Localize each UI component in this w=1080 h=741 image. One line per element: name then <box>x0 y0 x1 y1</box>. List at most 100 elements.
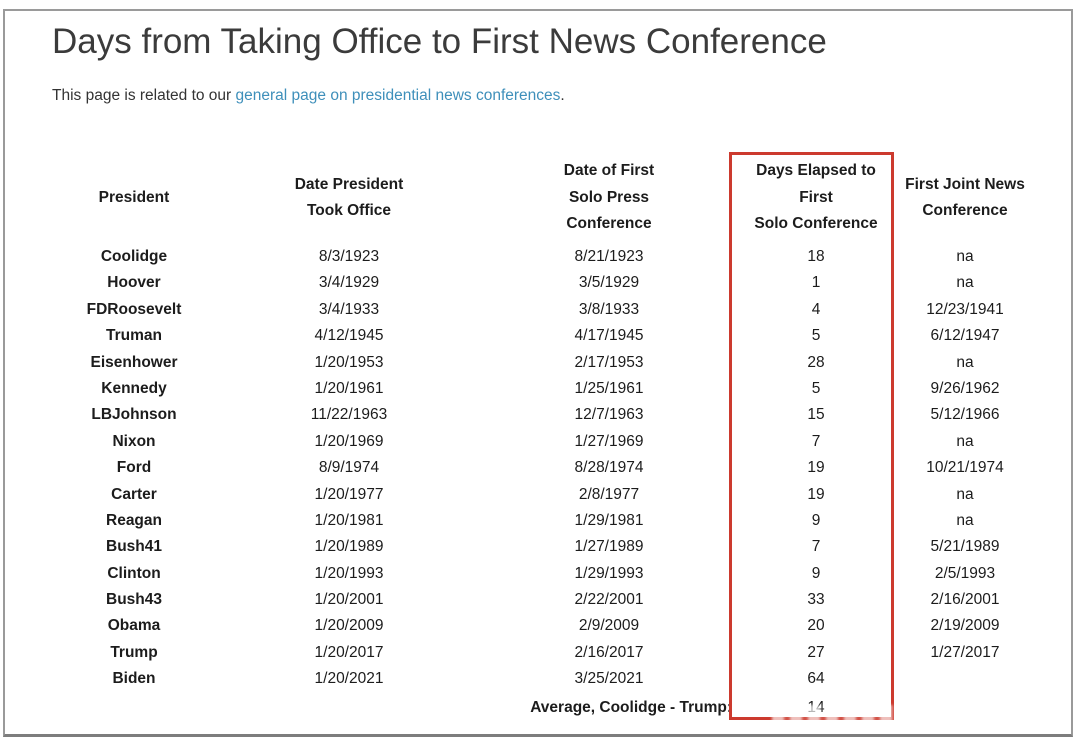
first-joint-date: na <box>956 274 974 292</box>
first-solo-date: 8/21/1923 <box>574 248 644 265</box>
table-row: Trump 1/20/2017 2/16/2017 27 1/27/2017 <box>0 640 1080 666</box>
days-elapsed-value: 15 <box>807 406 825 424</box>
first-joint-date: 6/12/1947 <box>930 327 1000 345</box>
first-solo-date-link[interactable]: 1/27/1969 <box>574 432 644 450</box>
first-solo-date-link[interactable]: 2/8/1977 <box>578 485 640 503</box>
news-conference-table: President Date President Took Office Dat… <box>0 152 1080 721</box>
average-value: 14 <box>807 698 825 716</box>
table-row: Hoover 3/4/1929 3/5/1929 1 na <box>0 270 1080 296</box>
table-row: Ford 8/9/1974 8/28/1974 19 10/21/1974 <box>0 455 1080 481</box>
took-office-date: 1/20/1969 <box>314 432 384 450</box>
first-joint-date: na <box>956 432 974 450</box>
first-solo-date-link[interactable]: 2/17/1953 <box>574 353 644 371</box>
first-joint-date: na <box>956 511 974 529</box>
table-row: Eisenhower 1/20/1953 2/17/1953 28 na <box>0 350 1080 376</box>
took-office-date: 8/3/1923 <box>318 248 380 265</box>
table-row: Obama 1/20/2009 2/9/2009 20 2/19/2009 <box>0 613 1080 639</box>
table-row: Coolidge 8/3/1923 8/21/1923 18 na <box>0 244 1080 270</box>
president-name: Ford <box>116 459 152 477</box>
president-name: Bush41 <box>106 538 162 556</box>
first-solo-date-link[interactable]: 1/25/1961 <box>574 379 644 397</box>
took-office-date: 1/20/1977 <box>314 485 384 503</box>
days-elapsed-value: 27 <box>807 643 825 661</box>
days-elapsed-value: 7 <box>811 432 821 450</box>
first-solo-date-link[interactable]: 1/27/1989 <box>574 538 644 556</box>
took-office-date: 1/20/2009 <box>314 617 384 635</box>
col-header-first-joint: First Joint News Conference <box>905 175 1025 220</box>
took-office-date: 11/22/1963 <box>310 406 388 424</box>
col-header-days-elapsed: Days Elapsed to First Solo Conference <box>754 162 878 233</box>
took-office-date: 4/12/1945 <box>314 327 384 345</box>
table-row: Kennedy 1/20/1961 1/25/1961 5 9/26/1962 <box>0 376 1080 402</box>
first-solo-date-link[interactable]: 3/5/1929 <box>578 274 640 292</box>
days-elapsed-value: 7 <box>811 538 821 556</box>
first-joint-date: 12/23/1941 <box>926 300 1004 318</box>
president-name: Trump <box>110 643 158 661</box>
first-solo-date-link[interactable]: 1/29/1993 <box>574 564 644 582</box>
first-solo-date-link[interactable]: 3/8/1933 <box>578 300 640 318</box>
days-elapsed-value: 20 <box>807 617 825 635</box>
col-header-president: President <box>98 188 170 206</box>
took-office-date: 1/20/2021 <box>314 670 384 688</box>
days-elapsed-value: 5 <box>811 327 821 345</box>
took-office-date: 3/4/1933 <box>318 300 380 318</box>
took-office-date: 1/20/1989 <box>314 538 384 556</box>
table-row: Truman 4/12/1945 4/17/1945 5 6/12/1947 <box>0 323 1080 349</box>
average-row: Average, Coolidge - Trump: 14 <box>0 694 1080 721</box>
took-office-date: 8/9/1974 <box>318 459 380 477</box>
intro-prefix: This page is related to our <box>52 87 236 104</box>
took-office-date: 1/20/1953 <box>314 353 384 371</box>
took-office-date: 3/4/1929 <box>318 274 380 292</box>
days-elapsed-value: 19 <box>807 485 825 503</box>
president-name: Clinton <box>107 564 161 582</box>
president-name: Coolidge <box>100 248 168 265</box>
president-name: Hoover <box>107 274 161 292</box>
intro-suffix: . <box>560 87 565 104</box>
table-row: LBJohnson 11/22/1963 12/7/1963 15 5/12/1… <box>0 402 1080 428</box>
first-solo-date-link[interactable]: 8/28/1974 <box>574 459 644 477</box>
first-solo-date-link[interactable]: 2/22/2001 <box>574 591 644 609</box>
first-solo-date-link[interactable]: 2/9/2009 <box>578 617 640 635</box>
president-name: Carter <box>111 485 157 503</box>
first-joint-date: 1/27/2017 <box>930 643 1000 661</box>
table-row: Bush43 1/20/2001 2/22/2001 33 2/16/2001 <box>0 587 1080 613</box>
first-joint-date: 2/19/2009 <box>930 617 1000 635</box>
days-elapsed-value: 19 <box>807 459 825 477</box>
col-header-took-office: Date President Took Office <box>294 175 404 220</box>
first-joint-date: 5/12/1966 <box>930 406 1000 424</box>
first-joint-date: 2/5/1993 <box>934 564 996 582</box>
president-name: Eisenhower <box>90 353 178 371</box>
table-body: Coolidge 8/3/1923 8/21/1923 18 na Hoover… <box>0 244 1080 693</box>
first-joint-date: 5/21/1989 <box>930 538 1000 556</box>
days-elapsed-value: 9 <box>811 511 821 529</box>
took-office-date: 1/20/2001 <box>314 591 384 609</box>
president-name: Nixon <box>112 432 156 450</box>
days-elapsed-value: 9 <box>811 564 821 582</box>
table-row: Clinton 1/20/1993 1/29/1993 9 2/5/1993 <box>0 561 1080 587</box>
days-elapsed-value: 5 <box>811 379 821 397</box>
days-elapsed-value: 1 <box>811 274 821 292</box>
took-office-date: 1/20/1993 <box>314 564 384 582</box>
general-page-link[interactable]: general page on presidential news confer… <box>235 87 561 104</box>
president-name: Kennedy <box>101 379 167 397</box>
first-joint-date: na <box>956 485 974 503</box>
table-row: Nixon 1/20/1969 1/27/1969 7 na <box>0 429 1080 455</box>
first-solo-date-link[interactable]: 2/16/2017 <box>574 643 644 661</box>
days-elapsed-value: 18 <box>807 248 825 265</box>
first-joint-date: 10/21/1974 <box>926 459 1004 477</box>
first-solo-date-link[interactable]: 12/7/1963 <box>574 406 644 424</box>
table-row: Bush41 1/20/1989 1/27/1989 7 5/21/1989 <box>0 534 1080 560</box>
president-name: Reagan <box>106 511 162 529</box>
first-solo-date: 3/25/2021 <box>574 670 644 688</box>
table-row: Reagan 1/20/1981 1/29/1981 9 na <box>0 508 1080 534</box>
table-row: Carter 1/20/1977 2/8/1977 19 na <box>0 482 1080 508</box>
first-solo-date-link[interactable]: 1/29/1981 <box>574 511 644 529</box>
took-office-date: 1/20/2017 <box>314 643 384 661</box>
first-solo-date-link[interactable]: 4/17/1945 <box>574 327 644 345</box>
president-name: FDRoosevelt <box>86 300 182 318</box>
days-elapsed-value: 28 <box>807 353 825 371</box>
page-title: Days from Taking Office to First News Co… <box>52 22 827 61</box>
took-office-date: 1/20/1981 <box>314 511 384 529</box>
days-elapsed-value: 33 <box>807 591 825 609</box>
